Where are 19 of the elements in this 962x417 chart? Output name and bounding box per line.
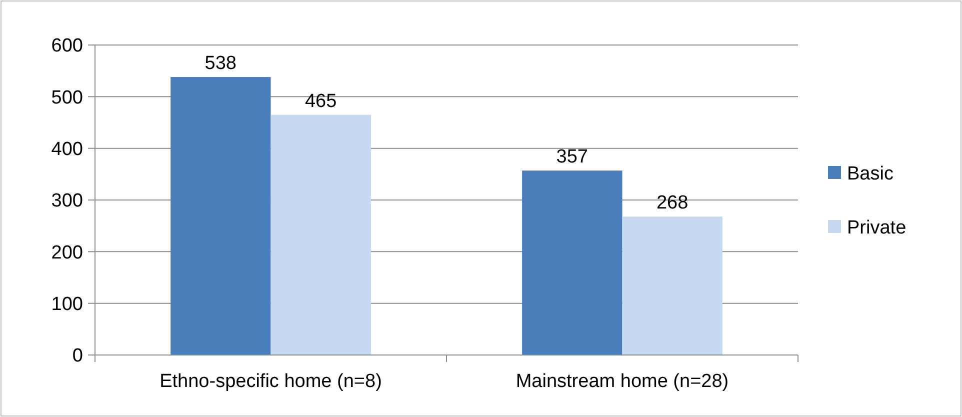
data-label: 268: [656, 192, 688, 214]
legend-label: Basic: [847, 164, 894, 185]
y-tick-label: 500: [51, 87, 83, 108]
data-label: 465: [304, 90, 337, 112]
y-tick-label: 100: [51, 294, 83, 315]
x-tick-label: Ethno-specific home (n=8): [160, 371, 382, 392]
bar: [622, 216, 722, 355]
y-tick-label: 400: [51, 138, 83, 160]
y-tick-label: 600: [51, 36, 83, 57]
x-tick-label: Mainstream home (n=28): [516, 371, 729, 392]
bar: [270, 114, 371, 355]
data-label: 357: [556, 146, 588, 168]
legend-label: Private: [847, 218, 906, 239]
y-tick-label: 300: [51, 190, 83, 212]
data-label: 538: [204, 53, 237, 74]
y-tick-label: 200: [51, 242, 83, 264]
bar: [170, 77, 271, 355]
y-tick-label: 0: [72, 346, 83, 367]
bar: [522, 170, 622, 355]
